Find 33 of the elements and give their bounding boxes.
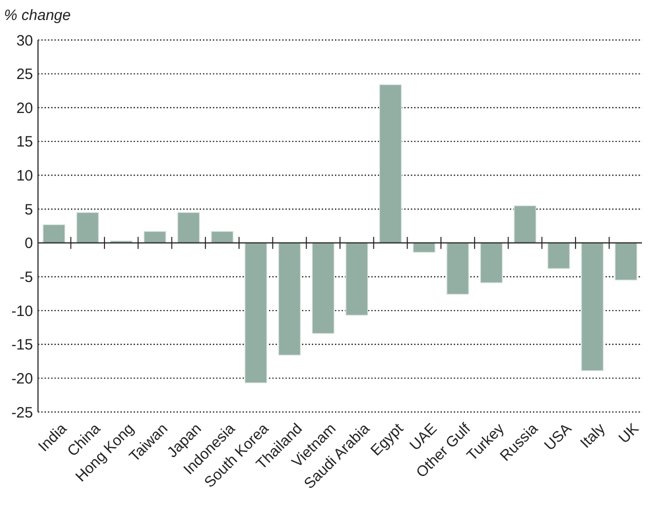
y-tick-label: -5 <box>20 268 33 286</box>
bar <box>42 224 66 244</box>
bar <box>412 242 436 253</box>
y-tick-label: 0 <box>24 235 33 252</box>
bar <box>210 231 234 244</box>
y-tick-label: -15 <box>11 336 33 354</box>
y-tick-label: 25 <box>16 66 33 84</box>
bar <box>244 242 268 384</box>
bar <box>76 212 99 244</box>
bar <box>278 242 301 356</box>
y-tick-label: -25 <box>11 404 33 422</box>
bar <box>480 242 503 284</box>
y-tick-label: 15 <box>16 134 33 151</box>
x-tick-label: UK <box>616 420 642 447</box>
bar <box>144 231 166 244</box>
bar <box>514 205 536 244</box>
bar <box>312 242 335 334</box>
bar <box>581 242 604 372</box>
bar <box>547 242 570 270</box>
bar <box>177 212 200 244</box>
y-tick-label: 30 <box>16 32 33 50</box>
y-tick-label: 10 <box>16 168 33 185</box>
bar <box>379 84 402 244</box>
y-tick-label: 5 <box>24 201 33 218</box>
bar <box>345 242 368 316</box>
bar <box>446 242 470 295</box>
x-tick-label: USA <box>541 420 575 454</box>
y-tick-label: -20 <box>11 370 33 388</box>
y-tick-label: 20 <box>16 100 33 117</box>
x-tick-label: Italy <box>577 420 609 452</box>
y-axis-title: % change <box>4 7 71 24</box>
y-tick-label: -10 <box>11 302 33 320</box>
bar <box>614 242 638 281</box>
